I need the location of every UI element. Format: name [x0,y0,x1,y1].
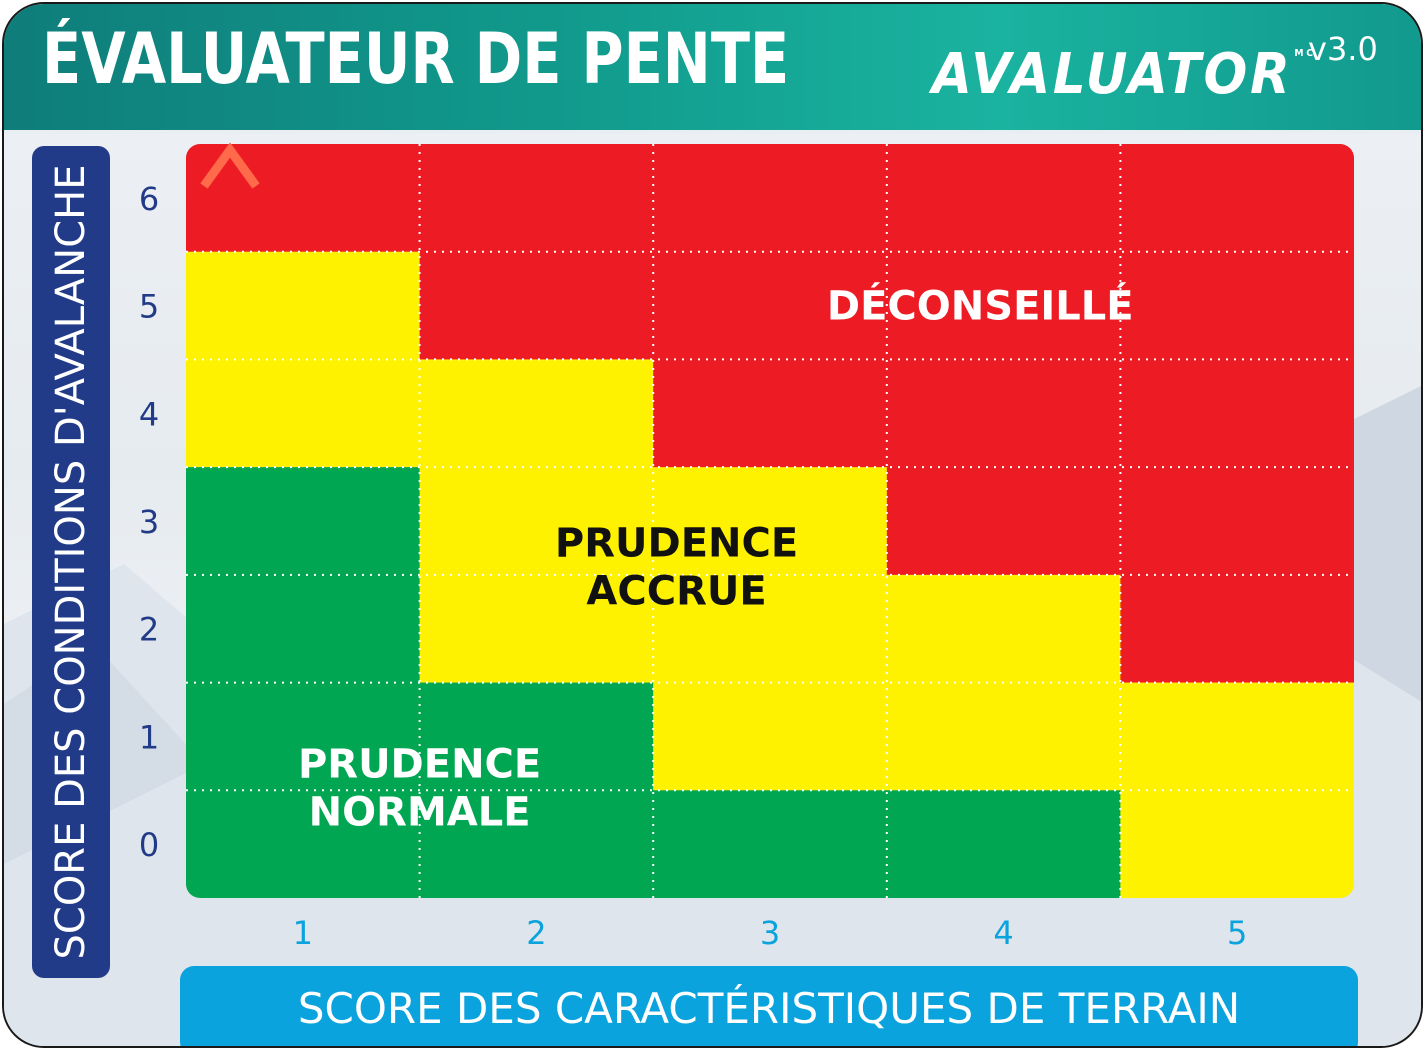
avaluator-logo: AVALUATOR MC [932,42,1314,107]
cell-deconseille [653,359,888,468]
cell-normal [653,790,888,898]
cell-accrue [186,359,421,468]
version-label: v3.0 [1308,30,1378,68]
zone-label-normale: PRUDENCE NORMALE [298,741,541,835]
x-tick-label: 3 [760,914,780,952]
cell-deconseille [1120,359,1354,468]
logo-text: AVALUATOR [932,42,1293,107]
logo-trademark: MC [1294,48,1316,59]
cell-deconseille [886,144,1121,253]
app-title: ÉVALUATEUR DE PENTE [42,18,790,100]
cell-deconseille [653,144,888,253]
cell-accrue [1120,790,1354,898]
grid-cells [186,144,1354,898]
cell-deconseille [1120,467,1354,576]
y-axis-label-box: SCORE DES CONDITIONS D'AVALANCHE [32,146,110,978]
cell-deconseille [653,251,888,361]
x-axis-label: SCORE DES CARACTÉRISTIQUES DE TERRAIN [297,984,1241,1033]
x-tick-label: 1 [293,914,313,952]
cell-normal [186,790,421,898]
cell-deconseille [1120,251,1354,361]
x-tick-label: 2 [526,914,546,952]
y-tick-label: 5 [139,288,159,326]
y-tick-label: 4 [139,395,159,433]
cell-accrue [186,251,421,361]
cell-deconseille [1120,144,1354,253]
y-tick-label: 0 [139,826,159,864]
zone-label-accrue: PRUDENCE ACCRUE [555,521,798,615]
cell-deconseille [419,251,654,361]
x-tick-label: 4 [993,914,1013,952]
y-tick-label: 1 [139,718,159,756]
cell-deconseille [886,359,1121,468]
cell-normal [419,790,654,898]
zone-label-deconseille: DÉCONSEILLÉ [827,282,1134,330]
cell-normal [186,574,421,684]
slope-evaluator-chart: 0 1 2 3 4 5 6 1 2 3 4 5 DÉCONSEILLÉ PRUDENCE ACCRUE PRU… [139,142,1354,952]
cell-normal [886,790,1121,898]
cell-deconseille [1120,574,1354,684]
cell-accrue [1120,682,1354,791]
cell-accrue [653,467,888,576]
cell-normal [186,467,421,576]
cell-accrue [419,467,654,576]
cell-deconseille [886,467,1121,576]
cell-normal [419,682,654,791]
x-tick-label: 5 [1227,914,1247,952]
y-tick-label: 2 [139,611,159,649]
y-tick-label: 3 [139,503,159,541]
cell-accrue [886,682,1121,791]
cell-accrue [653,682,888,791]
cell-accrue [419,574,654,684]
cell-deconseille [886,251,1121,361]
y-tick-label: 6 [139,180,159,218]
header-bar: ÉVALUATEUR DE PENTE AVALUATOR MC v3.0 [4,4,1421,134]
cell-normal [186,682,421,791]
x-axis-label-box: SCORE DES CARACTÉRISTIQUES DE TERRAIN [180,966,1358,1046]
cell-deconseille [419,144,654,253]
cell-accrue [653,574,888,684]
cell-accrue [419,359,654,468]
cell-accrue [886,574,1121,684]
up-arrow-icon [200,142,260,189]
